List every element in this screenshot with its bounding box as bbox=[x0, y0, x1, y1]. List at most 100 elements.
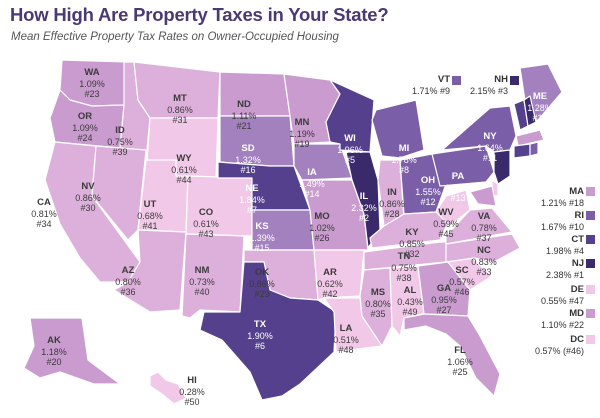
state-rate: 1.02% bbox=[309, 222, 335, 233]
state-abbr: PA bbox=[451, 171, 465, 182]
state-abbr: IN bbox=[387, 187, 397, 198]
callout-abbr: MA bbox=[569, 186, 584, 197]
state-label-ok: OK 0.86% #29 bbox=[249, 267, 275, 300]
state-label-ny: NY 1.64% #11 bbox=[477, 131, 503, 164]
state-rate: 0.86% bbox=[379, 198, 405, 209]
state-rate: 1.39% bbox=[249, 232, 275, 243]
state-hi bbox=[149, 371, 187, 405]
callout-abbr: MD bbox=[569, 308, 584, 319]
small-state-shape bbox=[513, 143, 531, 159]
state-abbr: SC bbox=[455, 265, 469, 276]
state-rate: 0.86% bbox=[249, 278, 275, 289]
state-label-az: AZ 0.80% #36 bbox=[115, 265, 141, 298]
callout-swatch bbox=[586, 309, 595, 318]
state-rate: 0.80% bbox=[115, 276, 141, 287]
state-abbr: MS bbox=[370, 287, 386, 298]
callout-dc: DC 0.57% (#46) bbox=[526, 334, 584, 356]
state-abbr: AK bbox=[47, 335, 61, 346]
state-rank: #49 bbox=[402, 307, 418, 317]
state-rank: #11 bbox=[482, 153, 498, 163]
state-rank: #38 bbox=[396, 273, 412, 283]
state-abbr: IA bbox=[307, 167, 317, 178]
state-label-oh: OH 1.55% #12 bbox=[415, 175, 441, 208]
state-rate: 0.83% bbox=[471, 256, 497, 267]
state-rate: 0.81% bbox=[31, 208, 57, 219]
state-label-tn: TN 0.75% #38 bbox=[391, 251, 417, 284]
state-rank: #19 bbox=[294, 139, 310, 149]
state-rate: 1.09% bbox=[72, 122, 98, 133]
state-label-fl: FL 1.06% #25 bbox=[447, 345, 473, 378]
state-rank: #33 bbox=[476, 267, 492, 277]
callout-swatch bbox=[586, 235, 595, 244]
callout-abbr: RI bbox=[574, 210, 585, 221]
state-label-al: AL 0.43% #49 bbox=[397, 285, 423, 318]
state-abbr: OR bbox=[77, 111, 93, 122]
swatch-vt bbox=[452, 76, 461, 85]
state-abbr: ME bbox=[532, 91, 548, 102]
state-rank: #40 bbox=[194, 287, 210, 297]
state-rank: #8 bbox=[398, 165, 409, 175]
state-rate: 0.61% bbox=[193, 218, 219, 229]
state-label-me: ME 1.28% #17 bbox=[527, 91, 553, 124]
state-rate: 2.32% bbox=[351, 202, 377, 213]
callout-swatch bbox=[586, 259, 595, 268]
state-rank: #12 bbox=[420, 197, 436, 207]
state-rate: 0.85% bbox=[399, 238, 425, 249]
state-tx bbox=[199, 261, 337, 401]
state-rate: 0.68% bbox=[137, 210, 163, 221]
state-rank: #41 bbox=[142, 221, 158, 231]
callout-value: 1.98% #4 bbox=[545, 245, 584, 256]
state-rank: #36 bbox=[120, 287, 136, 297]
state-rank: #39 bbox=[112, 147, 128, 157]
state-abbr: WA bbox=[84, 67, 100, 78]
page-title: How High Are Property Taxes in Your Stat… bbox=[10, 4, 389, 25]
state-label-mn: MN 1.19% #19 bbox=[289, 117, 315, 150]
state-ny bbox=[441, 105, 517, 153]
state-rank: #17 bbox=[532, 113, 548, 123]
small-state-shape bbox=[493, 149, 511, 185]
callout-nh: NH 2.15% #3 bbox=[469, 74, 508, 96]
state-abbr: NV bbox=[81, 181, 95, 192]
state-rank: #13 bbox=[450, 193, 466, 203]
state-rate: 0.43% bbox=[397, 296, 423, 307]
state-label-ks: KS 1.39% #15 bbox=[249, 221, 275, 254]
state-rank: #31 bbox=[172, 115, 188, 125]
state-rank: #14 bbox=[304, 189, 320, 199]
callout-value: 1.67% #10 bbox=[540, 221, 584, 232]
state-abbr: CA bbox=[37, 197, 51, 208]
state-label-co: CO 0.61% #43 bbox=[193, 207, 219, 240]
callout-swatch bbox=[586, 211, 595, 220]
state-rank: #21 bbox=[236, 121, 252, 131]
state-label-id: ID 0.75% #39 bbox=[107, 125, 133, 158]
state-label-wv: WV 0.59% #45 bbox=[433, 207, 459, 240]
state-abbr: NC bbox=[477, 245, 491, 256]
state-abbr: MI bbox=[398, 143, 410, 154]
state-rate: 1.55% bbox=[415, 186, 441, 197]
state-ar bbox=[313, 249, 365, 301]
state-rank: #29 bbox=[254, 289, 270, 299]
state-rank: #23 bbox=[84, 89, 100, 99]
state-oh bbox=[399, 153, 447, 215]
state-abbr: WY bbox=[176, 153, 192, 164]
state-label-wi: WI 1.96% #5 bbox=[337, 133, 363, 166]
state-label-ak: AK 1.18% #20 bbox=[41, 335, 67, 368]
callout-abbr: CT bbox=[571, 234, 584, 245]
callout-abbr: DE bbox=[570, 284, 584, 295]
state-label-ne: NE 1.84% #7 bbox=[239, 183, 265, 216]
state-rate: 1.32% bbox=[235, 154, 261, 165]
callout-ri: RI 1.67% #10 bbox=[526, 210, 584, 232]
state-rate: 1.78% bbox=[391, 154, 417, 165]
state-rank: #46 bbox=[454, 287, 470, 297]
state-rate: 0.62% bbox=[317, 278, 343, 289]
state-label-ia: IA 1.49% #14 bbox=[299, 167, 325, 200]
state-label-sc: SC 0.57% #46 bbox=[449, 265, 475, 298]
callout-abbr: DC bbox=[570, 334, 584, 345]
state-rank: #50 bbox=[184, 397, 200, 407]
state-ak bbox=[23, 317, 121, 385]
state-rank: #24 bbox=[77, 133, 93, 143]
state-label-mo: MO 1.02% #26 bbox=[309, 211, 335, 244]
callout-value: 1.10% #22 bbox=[540, 319, 584, 330]
state-rate: 1.28% bbox=[527, 102, 553, 113]
state-rank: #5 bbox=[344, 155, 355, 165]
state-abbr: OH bbox=[420, 175, 436, 186]
